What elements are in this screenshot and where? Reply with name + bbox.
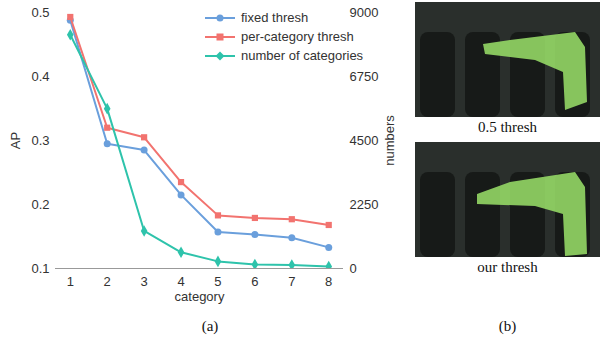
- svg-text:4: 4: [177, 274, 184, 289]
- svg-text:9000: 9000: [350, 5, 379, 20]
- svg-text:6750: 6750: [350, 69, 379, 84]
- svg-text:0.4: 0.4: [31, 69, 49, 84]
- html-text:per-category thresh: per-category thresh: [241, 29, 354, 44]
- svg-text:4500: 4500: [350, 133, 379, 148]
- svg-text:AP: AP: [8, 132, 23, 149]
- html-text:number of categories: number of categories: [241, 48, 364, 63]
- svg-text:7: 7: [288, 274, 295, 289]
- html-text:our thresh: our thresh: [477, 259, 538, 275]
- svg-text:category: category: [175, 289, 225, 304]
- svg-text:1: 1: [67, 274, 74, 289]
- svg-text:0.1: 0.1: [31, 261, 49, 276]
- svg-text:3: 3: [140, 274, 147, 289]
- svg-text:numbers: numbers: [382, 115, 397, 166]
- svg-text:0.2: 0.2: [31, 197, 49, 212]
- svg-text:0.5: 0.5: [31, 5, 49, 20]
- svg-text:8: 8: [325, 274, 332, 289]
- svg-text:0: 0: [350, 261, 357, 276]
- html-text:0.5 thresh: 0.5 thresh: [477, 119, 538, 135]
- svg-text:2250: 2250: [350, 197, 379, 212]
- svg-text:0.3: 0.3: [31, 133, 49, 148]
- svg-text:6: 6: [251, 274, 258, 289]
- html-text:fixed thresh: fixed thresh: [241, 10, 309, 25]
- html-text:(a): (a): [201, 318, 219, 334]
- svg-text:5: 5: [214, 274, 221, 289]
- svg-text:2: 2: [104, 274, 111, 289]
- html-text:(b): (b): [498, 318, 517, 334]
